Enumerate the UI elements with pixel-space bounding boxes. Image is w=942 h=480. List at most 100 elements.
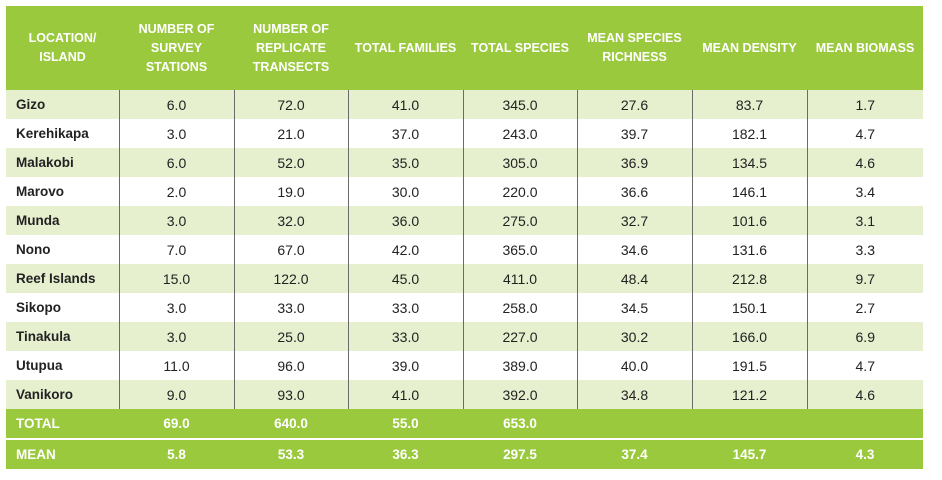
table-row: Nono 7.0 67.0 42.0 365.0 34.6 131.6 3.3 xyxy=(6,235,923,264)
value-cell: 392.0 xyxy=(463,380,578,409)
location-cell: Gizo xyxy=(6,90,120,119)
value-cell: 121.2 xyxy=(692,380,808,409)
value-cell: 34.6 xyxy=(577,235,693,264)
location-cell: Utupua xyxy=(6,351,120,380)
header-row: LOCATION/ ISLAND NUMBER OF SURVEY STATION… xyxy=(6,6,923,90)
value-cell: 32.0 xyxy=(234,206,349,235)
value-cell: 3.0 xyxy=(119,293,235,322)
table-row: Tinakula 3.0 25.0 33.0 227.0 30.2 166.0 6.9 xyxy=(6,322,923,351)
value-cell: 243.0 xyxy=(463,119,578,148)
mean-value: 37.4 xyxy=(577,439,692,469)
value-cell: 146.1 xyxy=(692,177,808,206)
total-value xyxy=(692,409,807,440)
value-cell: 4.7 xyxy=(807,351,923,380)
value-cell: 182.1 xyxy=(692,119,808,148)
value-cell: 42.0 xyxy=(348,235,464,264)
value-cell: 11.0 xyxy=(119,351,235,380)
value-cell: 33.0 xyxy=(348,293,464,322)
value-cell: 212.8 xyxy=(692,264,808,293)
value-cell: 37.0 xyxy=(348,119,464,148)
value-cell: 9.7 xyxy=(807,264,923,293)
value-cell: 3.0 xyxy=(119,322,235,351)
value-cell: 365.0 xyxy=(463,235,578,264)
value-cell: 131.6 xyxy=(692,235,808,264)
table-row: Reef Islands 15.0 122.0 45.0 411.0 48.4 212.8 9… xyxy=(6,264,923,293)
value-cell: 41.0 xyxy=(348,90,464,119)
mean-label: MEAN xyxy=(6,439,119,469)
value-cell: 33.0 xyxy=(234,293,349,322)
table-row: Utupua 11.0 96.0 39.0 389.0 40.0 191.5 4.7 xyxy=(6,351,923,380)
table-row: Sikopo 3.0 33.0 33.0 258.0 34.5 150.1 2.7 xyxy=(6,293,923,322)
location-cell: Kerehikapa xyxy=(6,119,120,148)
mean-value: 53.3 xyxy=(234,439,348,469)
location-cell: Tinakula xyxy=(6,322,120,351)
value-cell: 33.0 xyxy=(348,322,464,351)
value-cell: 83.7 xyxy=(692,90,808,119)
value-cell: 21.0 xyxy=(234,119,349,148)
value-cell: 3.1 xyxy=(807,206,923,235)
value-cell: 4.7 xyxy=(807,119,923,148)
survey-summary-table: LOCATION/ ISLAND NUMBER OF SURVEY STATION… xyxy=(6,6,923,469)
value-cell: 166.0 xyxy=(692,322,808,351)
value-cell: 9.0 xyxy=(119,380,235,409)
value-cell: 27.6 xyxy=(577,90,693,119)
value-cell: 4.6 xyxy=(807,148,923,177)
value-cell: 36.6 xyxy=(577,177,693,206)
total-value: 653.0 xyxy=(463,409,577,440)
header-location: LOCATION/ ISLAND xyxy=(6,6,119,90)
table-row: Marovo 2.0 19.0 30.0 220.0 36.6 146.1 3.4 xyxy=(6,177,923,206)
location-cell: Sikopo xyxy=(6,293,120,322)
value-cell: 150.1 xyxy=(692,293,808,322)
value-cell: 34.8 xyxy=(577,380,693,409)
mean-row: MEAN 5.8 53.3 36.3 297.5 37.4 145.7 4.3 xyxy=(6,439,923,469)
value-cell: 3.4 xyxy=(807,177,923,206)
value-cell: 30.2 xyxy=(577,322,693,351)
mean-value: 4.3 xyxy=(807,439,923,469)
value-cell: 3.0 xyxy=(119,119,235,148)
value-cell: 45.0 xyxy=(348,264,464,293)
location-cell: Reef Islands xyxy=(6,264,120,293)
value-cell: 3.0 xyxy=(119,206,235,235)
header-survey-stations: NUMBER OF SURVEY STATIONS xyxy=(119,6,234,90)
value-cell: 39.7 xyxy=(577,119,693,148)
location-cell: Malakobi xyxy=(6,148,120,177)
value-cell: 32.7 xyxy=(577,206,693,235)
header-mean-density: MEAN DENSITY xyxy=(692,6,807,90)
value-cell: 2.7 xyxy=(807,293,923,322)
value-cell: 48.4 xyxy=(577,264,693,293)
mean-value: 5.8 xyxy=(119,439,234,469)
value-cell: 4.6 xyxy=(807,380,923,409)
mean-value: 145.7 xyxy=(692,439,807,469)
value-cell: 134.5 xyxy=(692,148,808,177)
value-cell: 52.0 xyxy=(234,148,349,177)
location-cell: Vanikoro xyxy=(6,380,120,409)
total-value xyxy=(577,409,692,440)
value-cell: 6.0 xyxy=(119,90,235,119)
value-cell: 35.0 xyxy=(348,148,464,177)
value-cell: 72.0 xyxy=(234,90,349,119)
value-cell: 101.6 xyxy=(692,206,808,235)
mean-value: 297.5 xyxy=(463,439,577,469)
value-cell: 25.0 xyxy=(234,322,349,351)
value-cell: 6.0 xyxy=(119,148,235,177)
total-value: 55.0 xyxy=(348,409,463,440)
total-value: 640.0 xyxy=(234,409,348,440)
value-cell: 191.5 xyxy=(692,351,808,380)
mean-value: 36.3 xyxy=(348,439,463,469)
value-cell: 411.0 xyxy=(463,264,578,293)
value-cell: 7.0 xyxy=(119,235,235,264)
table-row: Malakobi 6.0 52.0 35.0 305.0 36.9 134.5 4.6 xyxy=(6,148,923,177)
value-cell: 19.0 xyxy=(234,177,349,206)
total-label: TOTAL xyxy=(6,409,119,440)
value-cell: 40.0 xyxy=(577,351,693,380)
value-cell: 96.0 xyxy=(234,351,349,380)
value-cell: 2.0 xyxy=(119,177,235,206)
total-value: 69.0 xyxy=(119,409,234,440)
survey-table-container: LOCATION/ ISLAND NUMBER OF SURVEY STATION… xyxy=(6,6,923,469)
value-cell: 1.7 xyxy=(807,90,923,119)
location-cell: Munda xyxy=(6,206,120,235)
location-cell: Marovo xyxy=(6,177,120,206)
table-row: Kerehikapa 3.0 21.0 37.0 243.0 39.7 182.1 4.7 xyxy=(6,119,923,148)
value-cell: 15.0 xyxy=(119,264,235,293)
value-cell: 220.0 xyxy=(463,177,578,206)
